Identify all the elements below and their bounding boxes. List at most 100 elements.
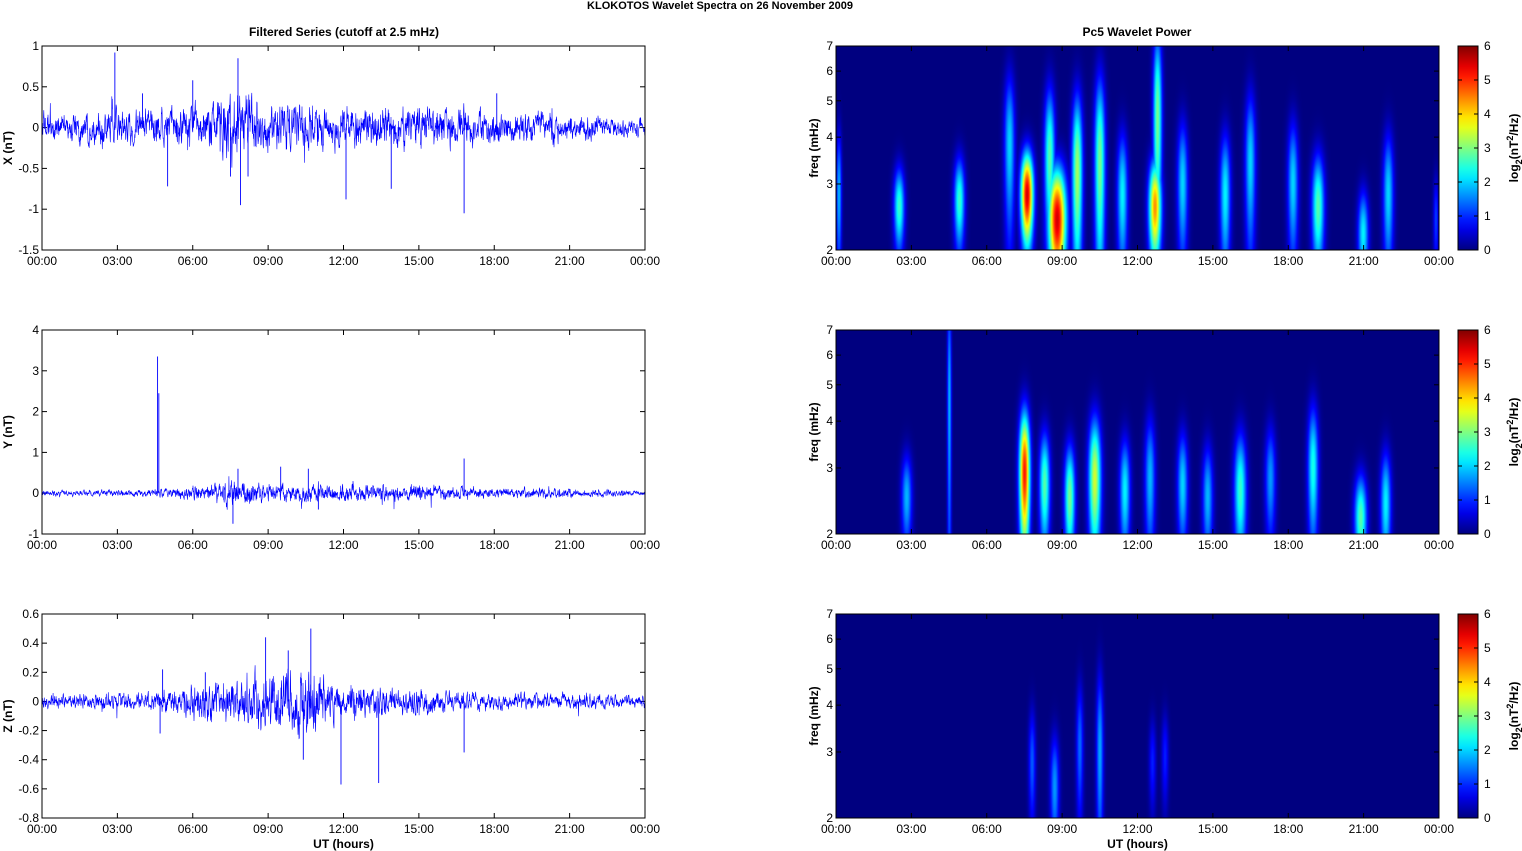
spectrum-z-xtick-label: 18:00	[1273, 822, 1303, 836]
spectrum-y-ytick-label: 4	[826, 414, 833, 428]
spectrum-x-ytick-label: 4	[826, 130, 833, 144]
series-x-ytick-label: -0.5	[18, 161, 39, 175]
spectrum-x-xtick-label: 18:00	[1273, 254, 1303, 268]
spectrum-x-colorbar-label: 1	[1484, 209, 1491, 223]
spectrum-y-ytick-label: 7	[826, 323, 833, 337]
spectrum-z-xtick-label: 06:00	[972, 822, 1002, 836]
spectrum-z-xtick-label: 00:00	[821, 822, 851, 836]
spectrum-z-xtick-label: 00:00	[1424, 822, 1454, 836]
series-y-xtick-label: 03:00	[102, 538, 132, 552]
spectrum-z-ytick-label: 4	[826, 698, 833, 712]
spectrum-z-ytick-label: 2	[826, 811, 833, 825]
series-z-ytick-label: 0.2	[22, 665, 39, 679]
series-x-ytick-label: 1	[32, 39, 39, 53]
series-y-xtick-label: 06:00	[178, 538, 208, 552]
spectrum-x-ytick-label: 6	[826, 64, 833, 78]
series-y-trace	[41, 476, 646, 510]
spectrum-x-colorbar-label: 3	[1484, 141, 1491, 155]
spectrum-z-ytick-label: 5	[826, 662, 833, 676]
spectrum-x-power-map	[836, 46, 1439, 250]
spectrum-x-xtick-label: 00:00	[1424, 254, 1454, 268]
series-x-xtick-label: 12:00	[328, 254, 358, 268]
series-z-trace	[41, 665, 646, 740]
series-z-xtick-label: 09:00	[253, 822, 283, 836]
series-z-xlabel: UT (hours)	[313, 837, 374, 851]
spectrum-z-ytick-label: 6	[826, 632, 833, 646]
series-x-xtick-label: 00:00	[27, 254, 57, 268]
spectrum-x-ytick-label: 3	[826, 177, 833, 191]
spectrum-y-xtick-label: 18:00	[1273, 538, 1303, 552]
spectrum-y-colorbar-label: 5	[1484, 357, 1491, 371]
series-y-ytick-label: 4	[32, 323, 39, 337]
spectrum-y-ylabel: freq (mHz)	[807, 402, 821, 461]
spectrum-y-colorbar-label: 3	[1484, 425, 1491, 439]
series-z-ytick-label: 0.4	[22, 636, 39, 650]
spectrum-y-xtick-label: 12:00	[1122, 538, 1152, 552]
series-z-xtick-label: 06:00	[178, 822, 208, 836]
spectrum-z-xtick-label: 15:00	[1198, 822, 1228, 836]
series-y-ytick-label: 3	[32, 364, 39, 378]
series-x-ytick-label: 0	[32, 121, 39, 135]
spectrum-y-colorbar-title: log2(nT2/Hz)	[1505, 398, 1522, 467]
spectrum-y-ytick-label: 3	[826, 461, 833, 475]
spectrum-z-colorbar-label: 2	[1484, 743, 1491, 757]
series-z-xtick-label: 03:00	[102, 822, 132, 836]
spectrum-x-ytick-label: 5	[826, 94, 833, 108]
spectrum-z-xtick-label: 12:00	[1122, 822, 1152, 836]
spectrum-z-colorbar-title: log2(nT2/Hz)	[1505, 682, 1522, 751]
spectrum-y-xtick-label: 03:00	[896, 538, 926, 552]
spectrum-x-colorbar-title: log2(nT2/Hz)	[1505, 114, 1522, 183]
series-y-ytick-label: 1	[32, 445, 39, 459]
series-y-xtick-label: 00:00	[630, 538, 660, 552]
spectrum-y-xtick-label: 21:00	[1349, 538, 1379, 552]
figure-suptitle: KLOKOTOS Wavelet Spectra on 26 November …	[587, 0, 853, 12]
left-column-title: Filtered Series (cutoff at 2.5 mHz)	[249, 25, 439, 39]
spectrum-y-colorbar-label: 0	[1484, 527, 1491, 541]
spectrum-z-colorbar-label: 0	[1484, 811, 1491, 825]
series-y-xtick-label: 21:00	[555, 538, 585, 552]
series-z-xtick-label: 18:00	[479, 822, 509, 836]
spectrum-z-xlabel: UT (hours)	[1107, 837, 1168, 851]
spectrum-z-colorbar-label: 3	[1484, 709, 1491, 723]
spectrum-z-xtick-label: 21:00	[1349, 822, 1379, 836]
series-z-xtick-label: 21:00	[555, 822, 585, 836]
series-z-xtick-label: 12:00	[328, 822, 358, 836]
spectrum-x-ytick-label: 7	[826, 39, 833, 53]
series-x-plot-bg	[42, 46, 645, 250]
series-x-ytick-label: -1.5	[18, 243, 39, 257]
spectrum-x-colorbar-label: 2	[1484, 175, 1491, 189]
spectrum-x-colorbar-label: 0	[1484, 243, 1491, 257]
spectrum-x-xtick-label: 12:00	[1122, 254, 1152, 268]
spectrum-y-xtick-label: 00:00	[821, 538, 851, 552]
series-x-xtick-label: 15:00	[404, 254, 434, 268]
series-z-ytick-label: 0.6	[22, 607, 39, 621]
spectrum-y-xtick-label: 06:00	[972, 538, 1002, 552]
spectrum-x-ylabel: freq (mHz)	[807, 118, 821, 177]
spectrum-z-ytick-label: 7	[826, 607, 833, 621]
spectrum-y-ytick-label: 2	[826, 527, 833, 541]
series-x-ylabel: X (nT)	[1, 131, 15, 165]
series-x-ytick-label: 0.5	[22, 80, 39, 94]
spectrum-y-xtick-label: 09:00	[1047, 538, 1077, 552]
series-z-xtick-label: 00:00	[27, 822, 57, 836]
spectrum-z-colorbar-label: 5	[1484, 641, 1491, 655]
spectrum-y-colorbar-label: 6	[1484, 323, 1491, 337]
spectrum-z-colorbar-label: 1	[1484, 777, 1491, 791]
series-x-xtick-label: 06:00	[178, 254, 208, 268]
spectrum-z-colorbar-label: 4	[1484, 675, 1491, 689]
spectrum-z-xtick-label: 03:00	[896, 822, 926, 836]
series-x-xtick-label: 03:00	[102, 254, 132, 268]
plot-area: -1.5 -1 -0.5 0 0.5 1 X (nT) 00:00 03:00 06:00 09:0…	[1, 39, 1522, 851]
series-y-xtick-label: 12:00	[328, 538, 358, 552]
spectrum-x-xtick-label: 21:00	[1349, 254, 1379, 268]
spectrum-z-colorbar-label: 6	[1484, 607, 1491, 621]
series-z-ytick-label: -0.6	[18, 782, 39, 796]
right-column-title: Pc5 Wavelet Power	[1083, 25, 1192, 39]
series-z-ytick-label: -0.8	[18, 811, 39, 825]
spectrum-y-colorbar-label: 1	[1484, 493, 1491, 507]
series-y-plot-bg	[42, 330, 645, 534]
spectrum-x-xtick-label: 03:00	[896, 254, 926, 268]
spectrum-x-ytick-label: 2	[826, 243, 833, 257]
spectrum-y-ytick-label: 6	[826, 348, 833, 362]
series-z-xtick-label: 00:00	[630, 822, 660, 836]
